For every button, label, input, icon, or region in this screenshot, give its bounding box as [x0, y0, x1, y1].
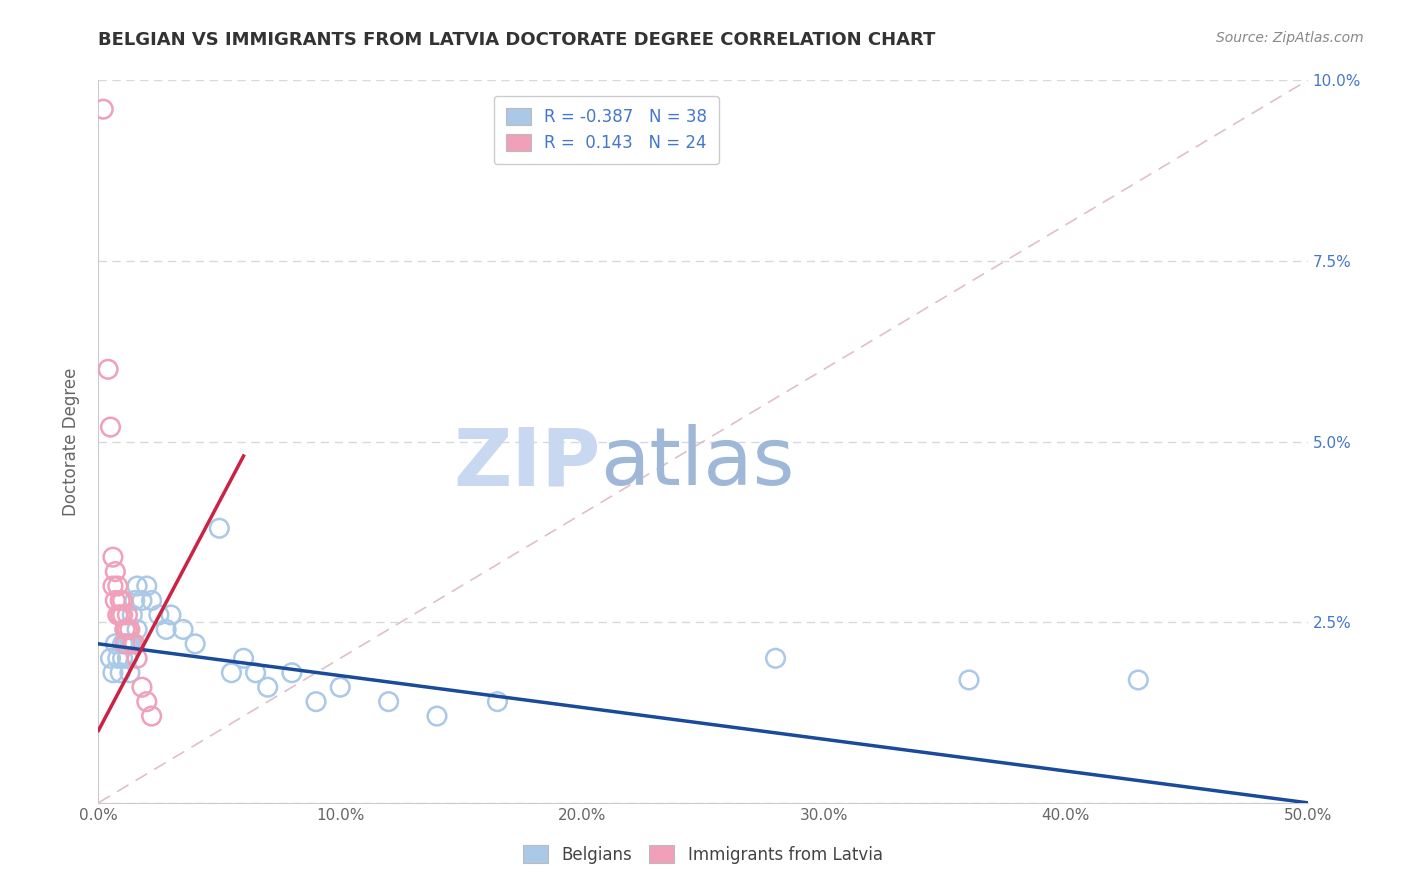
Point [124, 593, 146, 607]
Point [108, 607, 131, 622]
Point [135, 579, 157, 593]
Point [111, 593, 134, 607]
Point [104, 637, 127, 651]
Point [108, 593, 131, 607]
Point [957, 673, 980, 687]
Point [208, 521, 231, 535]
Point [127, 623, 149, 637]
Point [117, 623, 139, 637]
Point [155, 623, 177, 637]
Point [141, 593, 163, 607]
Point [107, 651, 129, 665]
Point [107, 579, 129, 593]
Point [426, 709, 449, 723]
Point [124, 637, 146, 651]
Point [486, 695, 509, 709]
Point [121, 607, 143, 622]
Text: Source: ZipAtlas.com: Source: ZipAtlas.com [1216, 31, 1364, 45]
Point [256, 680, 278, 694]
Legend: R = -0.387   N = 38, R =  0.143   N = 24: R = -0.387 N = 38, R = 0.143 N = 24 [494, 95, 718, 164]
Y-axis label: Doctorate Degree: Doctorate Degree [62, 368, 80, 516]
Point [91, 102, 114, 116]
Point [1128, 673, 1150, 687]
Point [135, 695, 157, 709]
Point [127, 579, 149, 593]
Legend: Belgians, Immigrants from Latvia: Belgians, Immigrants from Latvia [517, 838, 889, 871]
Point [281, 665, 304, 680]
Point [127, 651, 149, 665]
Point [329, 680, 352, 694]
Text: BELGIAN VS IMMIGRANTS FROM LATVIA DOCTORATE DEGREE CORRELATION CHART: BELGIAN VS IMMIGRANTS FROM LATVIA DOCTOR… [98, 31, 936, 49]
Point [305, 695, 328, 709]
Point [108, 665, 131, 680]
Point [114, 623, 136, 637]
Point [148, 607, 170, 622]
Point [377, 695, 399, 709]
Point [101, 665, 124, 680]
Point [184, 637, 207, 651]
Point [111, 607, 134, 622]
Point [111, 637, 134, 651]
Point [107, 607, 129, 622]
Point [221, 665, 243, 680]
Point [160, 607, 183, 622]
Point [765, 651, 787, 665]
Point [118, 623, 141, 637]
Point [101, 550, 124, 565]
Point [100, 651, 122, 665]
Point [111, 651, 134, 665]
Point [141, 709, 163, 723]
Point [117, 637, 139, 651]
Point [121, 637, 143, 651]
Point [232, 651, 254, 665]
Point [100, 420, 122, 434]
Point [118, 637, 141, 651]
Point [172, 623, 194, 637]
Point [104, 565, 127, 579]
Point [131, 680, 153, 694]
Point [101, 579, 124, 593]
Point [97, 362, 120, 376]
Point [118, 665, 141, 680]
Text: ZIP: ZIP [453, 425, 600, 502]
Point [117, 651, 139, 665]
Point [245, 665, 267, 680]
Point [117, 607, 139, 622]
Point [114, 623, 136, 637]
Point [114, 637, 136, 651]
Point [131, 593, 153, 607]
Point [104, 593, 127, 607]
Text: atlas: atlas [600, 425, 794, 502]
